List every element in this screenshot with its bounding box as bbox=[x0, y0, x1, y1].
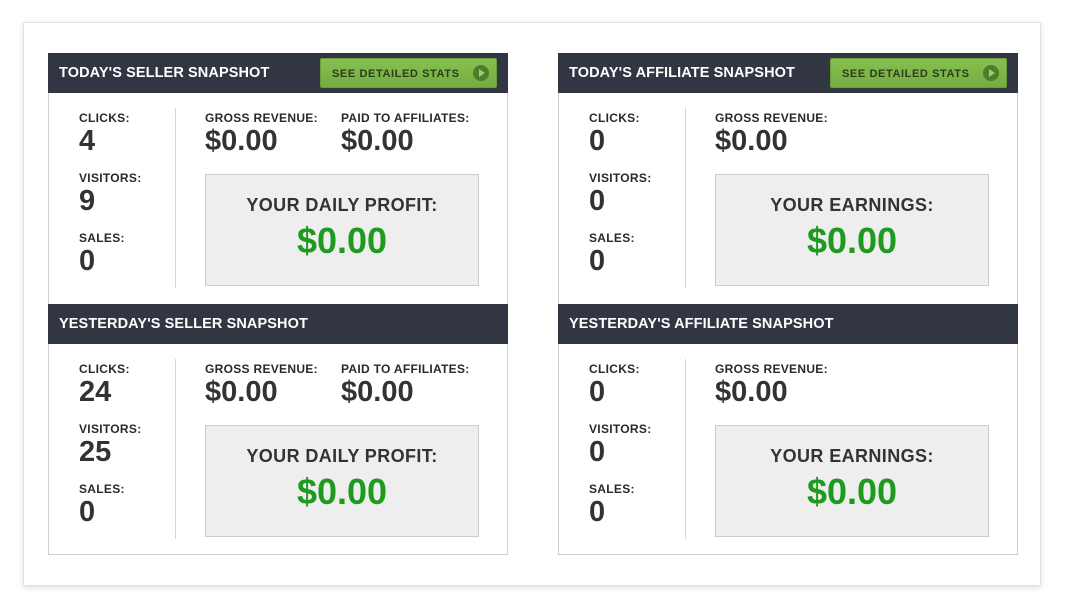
panel-header: YESTERDAY'S SELLER SNAPSHOT bbox=[48, 304, 508, 344]
money-value: $0.00 bbox=[341, 376, 414, 408]
affiliate-column: TODAY'S AFFILIATE SNAPSHOT SEE DETAILED S… bbox=[558, 53, 1018, 555]
stat-value: 0 bbox=[79, 496, 96, 528]
profit-value: $0.00 bbox=[806, 471, 898, 512]
stat-label: VISITORS: bbox=[589, 171, 652, 185]
profit-label: YOUR DAILY PROFIT: bbox=[246, 195, 438, 215]
profit-box: YOUR DAILY PROFIT: $0.00 bbox=[205, 425, 479, 537]
stat-value: 0 bbox=[589, 185, 606, 217]
stat-label: SALES: bbox=[79, 482, 125, 496]
stat-label: CLICKS: bbox=[79, 362, 130, 376]
panel-header: TODAY'S SELLER SNAPSHOT SEE DETAILED STAT… bbox=[48, 53, 508, 93]
profit-box: YOUR DAILY PROFIT: $0.00 bbox=[205, 174, 479, 286]
money-value: $0.00 bbox=[715, 376, 788, 408]
dashboard-card: TODAY'S SELLER SNAPSHOT SEE DETAILED STAT… bbox=[23, 22, 1041, 586]
money-label: PAID TO AFFILIATES: bbox=[341, 362, 470, 376]
money-value: $0.00 bbox=[205, 125, 278, 157]
stat-label: CLICKS: bbox=[589, 362, 640, 376]
see-detailed-stats-button[interactable]: SEE DETAILED STATS bbox=[830, 58, 1007, 88]
stat-label: SALES: bbox=[79, 231, 125, 245]
panel-title: TODAY'S AFFILIATE SNAPSHOT bbox=[569, 65, 795, 81]
snapshot-panel: TODAY'S AFFILIATE SNAPSHOT SEE DETAILED S… bbox=[558, 53, 1018, 304]
stat-value: 0 bbox=[589, 245, 606, 277]
divider bbox=[685, 108, 686, 288]
money-value: $0.00 bbox=[205, 376, 278, 408]
snapshot-panel: YESTERDAY'S SELLER SNAPSHOT CLICKS: 24 VISI… bbox=[48, 304, 508, 555]
stat-value: 24 bbox=[79, 376, 112, 408]
money-label: GROSS REVENUE: bbox=[205, 362, 318, 376]
play-circle-icon bbox=[473, 65, 489, 81]
play-circle-icon bbox=[983, 65, 999, 81]
profit-value: $0.00 bbox=[296, 220, 388, 261]
stat-value: 9 bbox=[79, 185, 96, 217]
money-label: GROSS REVENUE: bbox=[205, 111, 318, 125]
stat-label: CLICKS: bbox=[589, 111, 640, 125]
profit-box: YOUR EARNINGS: $0.00 bbox=[715, 174, 989, 286]
stat-label: VISITORS: bbox=[79, 422, 142, 436]
stat-value: 0 bbox=[589, 125, 606, 157]
panel-title: YESTERDAY'S AFFILIATE SNAPSHOT bbox=[569, 316, 834, 332]
profit-label: YOUR EARNINGS: bbox=[770, 195, 934, 215]
money-value: $0.00 bbox=[341, 125, 414, 157]
divider bbox=[175, 359, 176, 539]
see-detailed-stats-button[interactable]: SEE DETAILED STATS bbox=[320, 58, 497, 88]
panel-title: YESTERDAY'S SELLER SNAPSHOT bbox=[59, 316, 308, 332]
money-label: PAID TO AFFILIATES: bbox=[341, 111, 470, 125]
stat-label: SALES: bbox=[589, 482, 635, 496]
stat-label: SALES: bbox=[589, 231, 635, 245]
seller-column: TODAY'S SELLER SNAPSHOT SEE DETAILED STAT… bbox=[48, 53, 508, 555]
stat-value: 0 bbox=[589, 496, 606, 528]
stat-value: 4 bbox=[79, 125, 96, 157]
button-label: SEE DETAILED STATS bbox=[842, 68, 970, 80]
panel-title: TODAY'S SELLER SNAPSHOT bbox=[59, 65, 270, 81]
panel-header: TODAY'S AFFILIATE SNAPSHOT SEE DETAILED S… bbox=[558, 53, 1018, 93]
money-value: $0.00 bbox=[715, 125, 788, 157]
stat-value: 0 bbox=[589, 376, 606, 408]
snapshot-panel: YESTERDAY'S AFFILIATE SNAPSHOT CLICKS: 0 VI… bbox=[558, 304, 1018, 555]
stat-label: VISITORS: bbox=[79, 171, 142, 185]
divider bbox=[685, 359, 686, 539]
button-label: SEE DETAILED STATS bbox=[332, 68, 460, 80]
panel-header: YESTERDAY'S AFFILIATE SNAPSHOT bbox=[558, 304, 1018, 344]
stat-label: CLICKS: bbox=[79, 111, 130, 125]
stat-value: 25 bbox=[79, 436, 112, 468]
stat-label: VISITORS: bbox=[589, 422, 652, 436]
money-label: GROSS REVENUE: bbox=[715, 362, 828, 376]
profit-value: $0.00 bbox=[296, 471, 388, 512]
snapshot-panel: TODAY'S SELLER SNAPSHOT SEE DETAILED STAT… bbox=[48, 53, 508, 304]
profit-label: YOUR DAILY PROFIT: bbox=[246, 446, 438, 466]
divider bbox=[175, 108, 176, 288]
money-label: GROSS REVENUE: bbox=[715, 111, 828, 125]
profit-label: YOUR EARNINGS: bbox=[770, 446, 934, 466]
stat-value: 0 bbox=[79, 245, 96, 277]
profit-value: $0.00 bbox=[806, 220, 898, 261]
stat-value: 0 bbox=[589, 436, 606, 468]
profit-box: YOUR EARNINGS: $0.00 bbox=[715, 425, 989, 537]
